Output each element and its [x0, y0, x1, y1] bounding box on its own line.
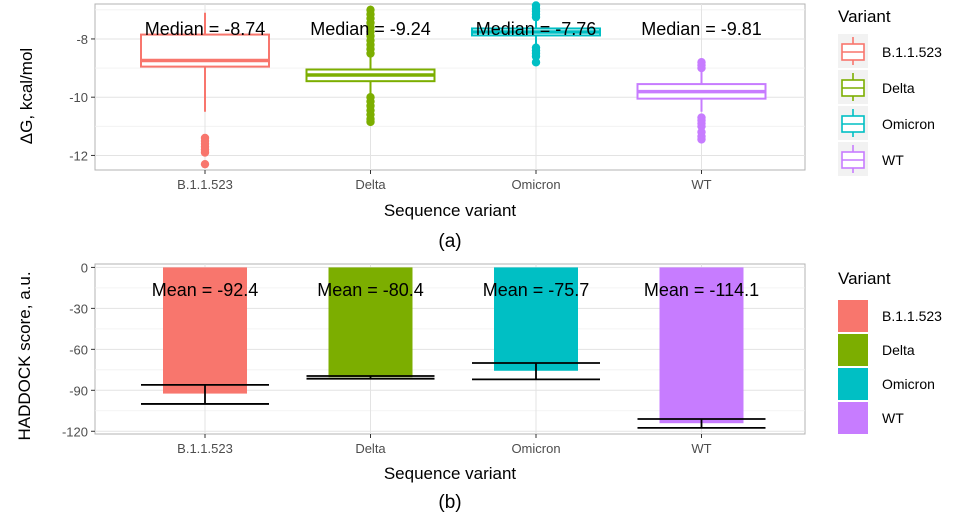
plot-a-legend: Variant B.1.1.523 Delta Omicron WT [838, 7, 942, 176]
bar [163, 267, 247, 394]
plot-b-y-axis-title: HADDOCK score, a.u. [15, 271, 34, 440]
bar-WT: Mean = -114.1 [637, 267, 766, 429]
legend-a-entry-WT: WT [838, 142, 904, 176]
legend-b-label: Omicron [882, 376, 935, 392]
box-outlier-point [531, 52, 541, 61]
bar [494, 267, 578, 371]
plot-a-y-tick-label: -12 [69, 148, 88, 163]
box-outlier-point [531, 58, 541, 67]
box-Delta: Median = -9.24 [305, 5, 436, 127]
plot-b-y-axis: 0 -30 -60 -90 -120 [62, 260, 95, 439]
box-outlier-point [366, 49, 375, 58]
plot-b-y-tick-label: -60 [69, 342, 88, 357]
legend-b-label: Delta [882, 342, 915, 358]
plot-b-x-tick-label: WT [691, 441, 711, 456]
plot-b-legend: Variant B.1.1.523 Delta Omicron WT [838, 269, 942, 434]
box-outlier-point [200, 159, 210, 169]
bar-mean-annotation: Mean = -80.4 [317, 280, 424, 300]
plot-a-y-axis: -8 -10 -12 [69, 32, 95, 163]
legend-a-label: Delta [882, 80, 915, 96]
legend-b-swatch [838, 402, 868, 434]
box-outlier-point [366, 117, 375, 127]
plot-b-y-tick-label: -30 [69, 301, 88, 316]
box-WT: Median = -9.81 [636, 19, 767, 144]
plot-a-x-axis: B.1.1.523 Delta Omicron WT [177, 170, 712, 192]
bar [659, 267, 744, 424]
plot-a-legend-title: Variant [838, 7, 891, 26]
legend-b-swatch [838, 334, 868, 366]
plot-a-y-axis-title: ΔG, kcal/mol [17, 48, 36, 144]
panel-b-barplot: Mean = -92.4 Mean = -80.4 Mean = -75.7 Mean… [15, 260, 942, 513]
plot-a-x-tick-label: Omicron [511, 177, 560, 192]
legend-a-label: B.1.1.523 [882, 44, 942, 60]
panel-a-boxplot: Median = -8.74 Median = -9.24 Median = -7.… [17, 1, 942, 252]
legend-a-entry-Omicron: Omicron [838, 106, 935, 140]
box-median-annotation: Median = -9.24 [310, 19, 431, 39]
plot-b-x-axis-title: Sequence variant [384, 464, 517, 483]
bar [328, 267, 413, 378]
plot-b-caption: (b) [438, 492, 461, 513]
plot-a-x-axis-title: Sequence variant [384, 201, 517, 220]
legend-b-entry-B.1.1.523: B.1.1.523 [838, 300, 942, 332]
bar-mean-annotation: Mean = -75.7 [483, 280, 590, 300]
plot-a-y-tick-label: -10 [69, 90, 88, 105]
legend-b-entry-WT: WT [838, 402, 904, 434]
legend-b-label: WT [882, 410, 904, 426]
box-median-annotation: Median = -7.76 [476, 19, 597, 39]
legend-b-swatch [838, 300, 868, 332]
box-outlier-point [200, 148, 210, 157]
legend-b-label: B.1.1.523 [882, 308, 942, 324]
legend-a-entry-B.1.1.523: B.1.1.523 [838, 34, 942, 68]
bar-mean-annotation: Mean = -114.1 [644, 280, 759, 300]
plot-b-x-tick-label: Delta [355, 441, 386, 456]
plot-a-caption: (a) [438, 231, 461, 252]
plot-a-x-tick-label: Delta [355, 177, 386, 192]
box-outlier-point [531, 12, 541, 22]
plot-b-y-tick-label: 0 [81, 260, 88, 275]
box-median-annotation: Median = -8.74 [145, 19, 266, 39]
box-outlier-point [697, 63, 706, 73]
box-Omicron: Median = -7.76 [471, 1, 601, 67]
legend-b-swatch [838, 368, 868, 400]
plot-a-x-tick-label: B.1.1.523 [177, 177, 233, 192]
legend-a-label: Omicron [882, 116, 935, 132]
plot-b-x-tick-label: B.1.1.523 [177, 441, 233, 456]
bar-Delta: Mean = -80.4 [306, 267, 435, 380]
legend-a-label: WT [882, 152, 904, 168]
legend-a-entry-Delta: Delta [838, 70, 915, 104]
bar-B.1.1.523: Mean = -92.4 [141, 267, 269, 405]
bar-Omicron: Mean = -75.7 [472, 267, 600, 381]
bar-mean-annotation: Mean = -92.4 [152, 280, 259, 300]
plot-a-y-tick-label: -8 [76, 32, 88, 47]
box-B.1.1.523: Median = -8.74 [140, 12, 270, 169]
plot-b-x-tick-label: Omicron [511, 441, 560, 456]
plot-b-legend-title: Variant [838, 269, 891, 288]
box-outlier-point [697, 122, 706, 131]
plot-b-x-axis: B.1.1.523 Delta Omicron WT [177, 434, 712, 456]
plot-a-marks: Median = -8.74 Median = -9.24 Median = -7.… [140, 1, 767, 169]
plot-b-marks: Mean = -92.4 Mean = -80.4 Mean = -75.7 Mean… [141, 267, 766, 429]
legend-b-entry-Omicron: Omicron [838, 368, 935, 400]
plot-b-y-tick-label: -90 [69, 383, 88, 398]
legend-b-entry-Delta: Delta [838, 334, 915, 366]
box-median-annotation: Median = -9.81 [641, 19, 762, 39]
box-outlier-point [697, 135, 706, 144]
plot-b-y-tick-label: -120 [62, 424, 88, 439]
plot-a-x-tick-label: WT [691, 177, 711, 192]
